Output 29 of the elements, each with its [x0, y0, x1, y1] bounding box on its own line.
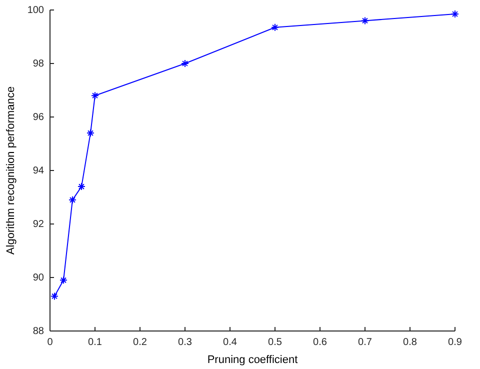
x-tick-label: 0.9	[448, 337, 462, 348]
x-tick-label: 0.8	[403, 337, 418, 348]
x-tick-label: 0.6	[313, 337, 328, 348]
x-tick-label: 0.1	[88, 337, 102, 348]
x-tick-label: 0.5	[268, 337, 282, 348]
x-tick-label: 0.2	[133, 337, 148, 348]
y-axis-title: Algorithm recognition performance	[5, 86, 17, 255]
x-tick-label: 0	[47, 337, 54, 348]
x-tick-label: 0.4	[223, 337, 238, 348]
point	[91, 92, 99, 100]
point	[60, 276, 68, 284]
point	[451, 10, 459, 18]
point	[271, 23, 279, 32]
point	[68, 196, 76, 204]
y-tick-label: 98	[32, 58, 44, 70]
y-tick-label: 90	[32, 272, 44, 284]
x-axis-title: Pruning coefficient	[207, 354, 298, 366]
y-tick-label: 94	[32, 166, 44, 177]
point	[361, 16, 369, 25]
point	[50, 292, 58, 300]
point	[78, 182, 86, 191]
y-tick-label: 92	[32, 219, 44, 230]
y-tick-label: 88	[32, 326, 44, 338]
x-tick-label: 0.7	[358, 337, 372, 348]
point	[86, 129, 94, 138]
y-tick-label: 100	[27, 5, 44, 16]
x-tick-label: 0.3	[178, 337, 192, 348]
y-tick-label: 96	[32, 112, 44, 124]
point	[181, 60, 189, 68]
